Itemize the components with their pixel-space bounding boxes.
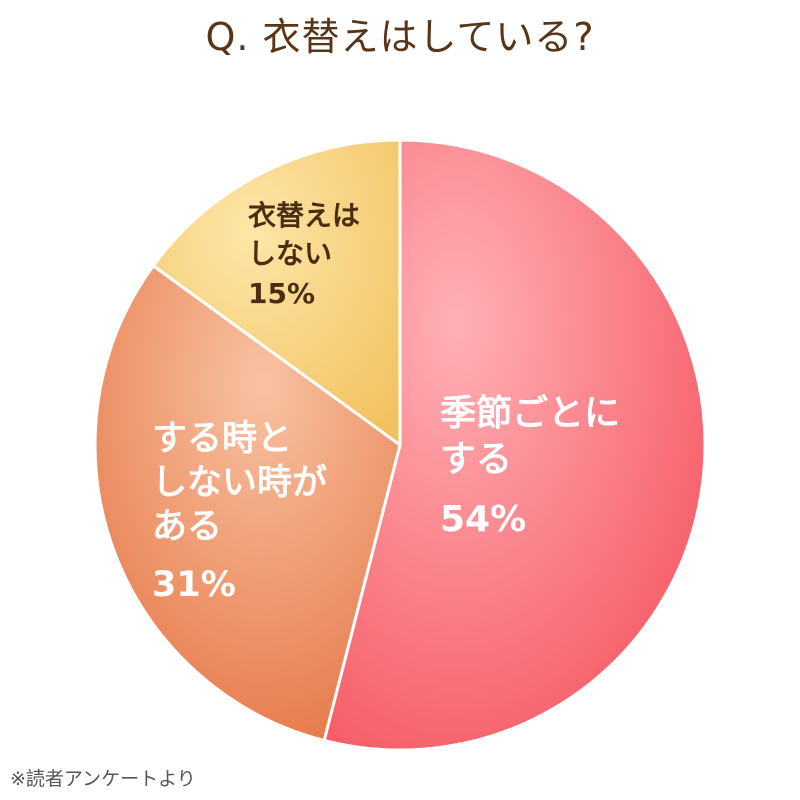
slice-2-label-line-3: ある xyxy=(152,507,222,547)
slice-1-label-line-2: する xyxy=(440,439,512,480)
slice-2-value-label: 31% xyxy=(152,565,236,605)
source-note: ※読者アンケートより xyxy=(10,768,196,790)
pie-slice-3 xyxy=(151,138,402,447)
pie-slice-1 xyxy=(322,138,707,752)
slice-1-label-line-1: 季節ごとに xyxy=(440,393,620,434)
slice-2-label-line-1: する時と xyxy=(152,419,292,459)
slice-3-label-line-2: しない xyxy=(248,237,332,270)
slice-3-value-label: 15% xyxy=(248,277,315,310)
slice-1-value-label: 54% xyxy=(440,499,526,540)
pie-slices xyxy=(93,138,707,752)
slice-2-label-line-2: しない時が xyxy=(152,463,327,503)
slice-3-label-line-1: 衣替えは xyxy=(248,199,360,232)
pie-slice-2 xyxy=(93,264,402,742)
chart-title: Q. 衣替えはしている? xyxy=(205,15,595,59)
